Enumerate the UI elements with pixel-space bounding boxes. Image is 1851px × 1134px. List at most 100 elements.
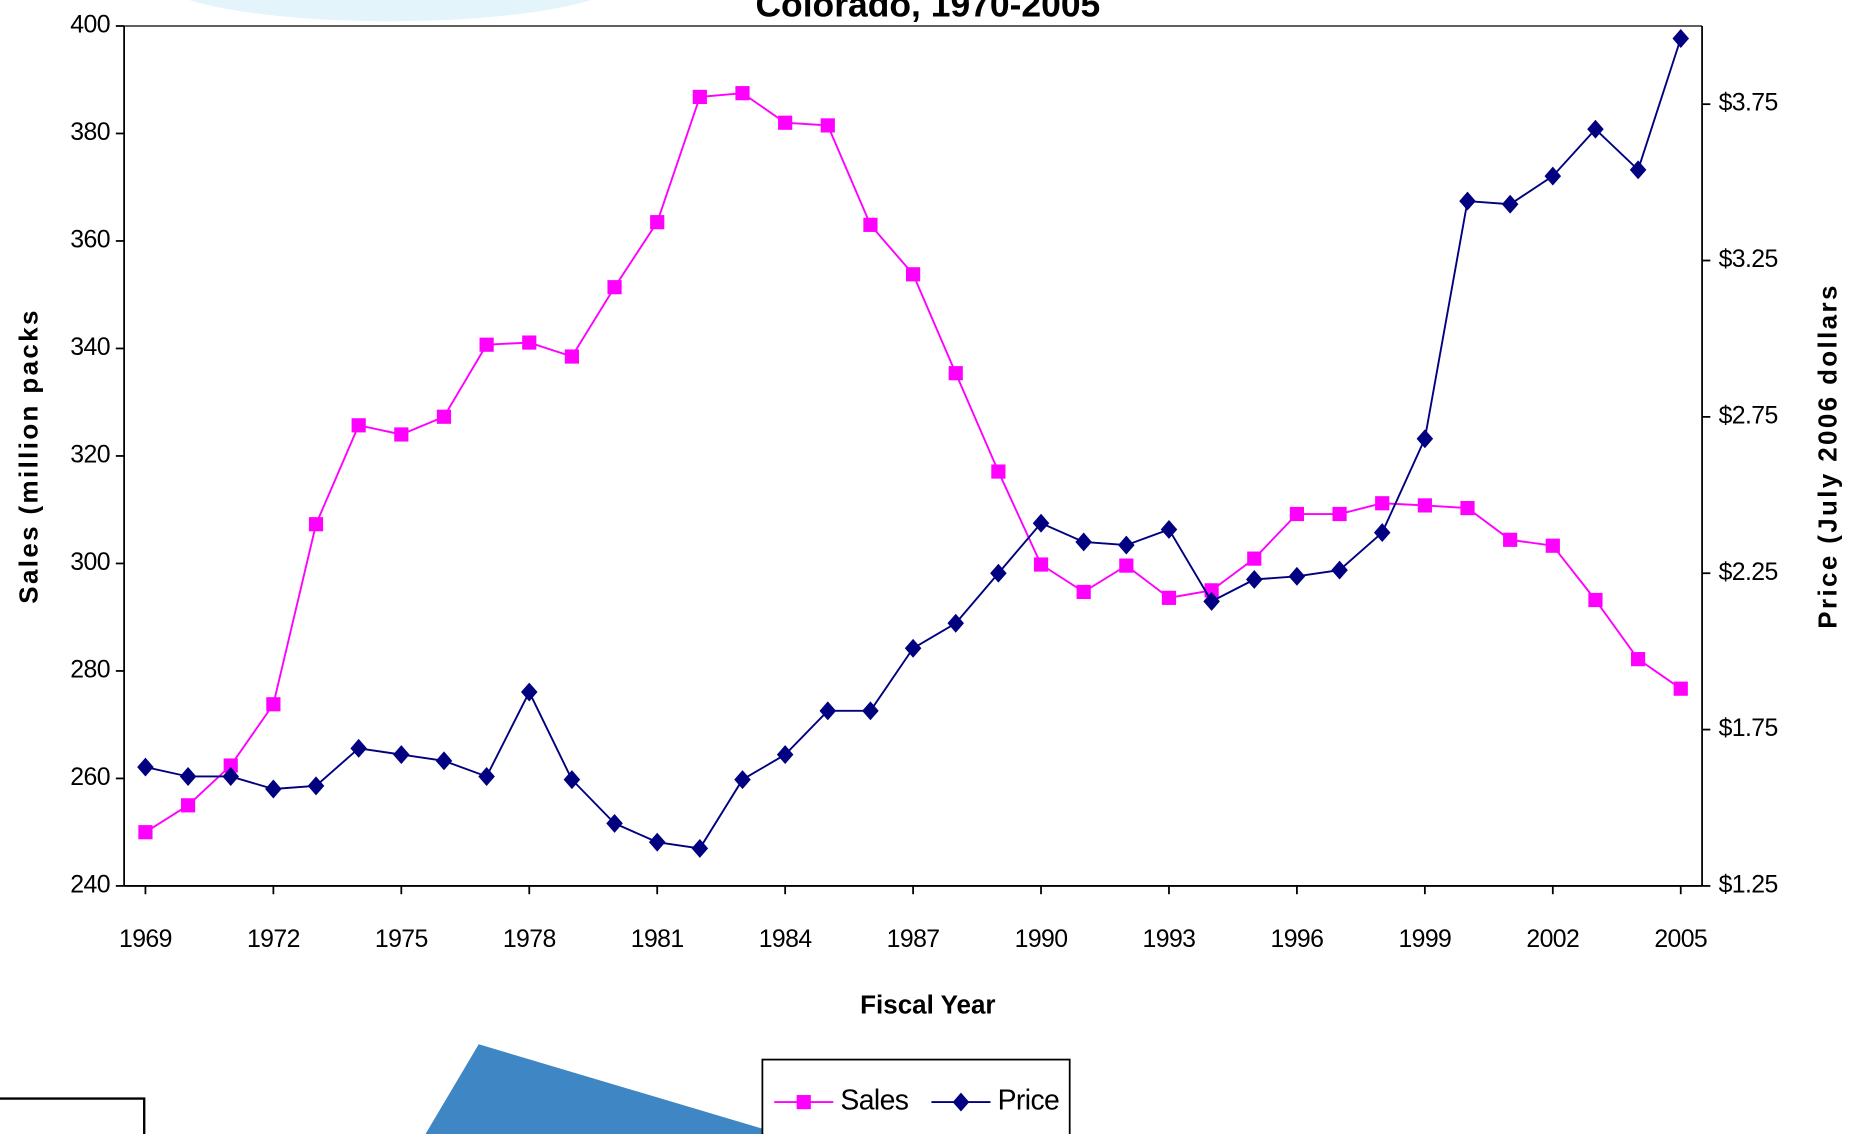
marker bbox=[1501, 194, 1519, 214]
marker bbox=[223, 758, 238, 773]
y-tick-label: 320 bbox=[70, 442, 110, 469]
x-tick-label: 1972 bbox=[247, 926, 300, 953]
marker bbox=[820, 118, 835, 133]
marker bbox=[1545, 538, 1560, 553]
y2-axis-title: Price (July 2006 dollars bbox=[1813, 283, 1843, 628]
marker bbox=[179, 767, 197, 786]
marker bbox=[522, 335, 537, 350]
marker bbox=[1375, 496, 1390, 511]
marker bbox=[692, 89, 707, 105]
y-tick-label: 400 bbox=[70, 12, 110, 39]
y-tick-label: 240 bbox=[70, 871, 110, 898]
marker bbox=[991, 464, 1006, 479]
marker bbox=[435, 751, 453, 771]
marker bbox=[735, 86, 750, 101]
marker bbox=[1332, 506, 1347, 522]
marker bbox=[904, 638, 922, 658]
marker bbox=[1289, 506, 1305, 522]
marker bbox=[1033, 557, 1049, 572]
marker bbox=[776, 745, 794, 765]
y-tick-label: 300 bbox=[70, 549, 110, 576]
marker bbox=[1076, 584, 1091, 600]
marker bbox=[436, 409, 452, 424]
marker bbox=[1587, 119, 1604, 139]
y2-tick-label: $2.25 bbox=[1719, 559, 1778, 586]
y-tick-label: 340 bbox=[70, 334, 110, 361]
marker bbox=[691, 838, 709, 858]
marker bbox=[266, 697, 281, 712]
y2-tick-label: $3.75 bbox=[1719, 90, 1778, 117]
y2-tick-label: $1.75 bbox=[1719, 715, 1778, 742]
marker bbox=[905, 267, 921, 282]
legend-label: Price bbox=[998, 1085, 1060, 1117]
marker bbox=[648, 832, 666, 852]
marker bbox=[520, 682, 538, 702]
marker bbox=[778, 115, 793, 130]
marker bbox=[1503, 532, 1518, 547]
marker bbox=[1588, 592, 1603, 608]
marker bbox=[1629, 160, 1647, 180]
marker bbox=[863, 217, 878, 232]
x-tick-label: 1987 bbox=[887, 926, 940, 953]
x-tick-label: 1978 bbox=[503, 926, 556, 953]
marker bbox=[350, 738, 367, 758]
y-axis-title: Sales (million packs bbox=[14, 308, 44, 604]
x-tick-label: 1999 bbox=[1398, 926, 1451, 953]
marker bbox=[1631, 652, 1646, 667]
series-line bbox=[145, 38, 1682, 850]
marker bbox=[734, 770, 751, 790]
marker bbox=[1119, 558, 1134, 573]
marker bbox=[1288, 566, 1306, 586]
marker bbox=[479, 337, 494, 352]
marker bbox=[862, 701, 879, 721]
marker bbox=[819, 701, 837, 721]
marker bbox=[650, 215, 665, 230]
marker bbox=[1416, 429, 1434, 449]
x-tick-label: 1975 bbox=[375, 926, 428, 953]
decoration bbox=[0, 1097, 146, 1134]
y-tick-label: 380 bbox=[70, 119, 110, 146]
marker bbox=[1032, 513, 1050, 533]
marker bbox=[138, 825, 153, 840]
marker bbox=[1460, 501, 1475, 516]
marker bbox=[180, 798, 196, 813]
marker bbox=[990, 563, 1007, 583]
marker bbox=[1160, 519, 1178, 539]
decoration bbox=[425, 1044, 781, 1134]
marker bbox=[947, 613, 965, 633]
marker bbox=[1075, 532, 1092, 552]
y2-tick-label: $2.75 bbox=[1719, 402, 1778, 429]
marker bbox=[308, 517, 324, 532]
legend-marker bbox=[796, 1095, 811, 1110]
marker bbox=[1245, 570, 1263, 589]
y2-tick-label: $3.25 bbox=[1719, 246, 1778, 273]
x-tick-label: 2002 bbox=[1526, 926, 1579, 953]
decoration bbox=[189, 0, 592, 22]
marker bbox=[1417, 498, 1432, 513]
marker bbox=[1373, 523, 1391, 543]
marker bbox=[393, 745, 410, 765]
marker bbox=[948, 366, 963, 381]
x-tick-label: 1969 bbox=[119, 926, 172, 953]
x-tick-label: 1996 bbox=[1271, 926, 1324, 953]
marker bbox=[1203, 591, 1220, 611]
marker bbox=[607, 280, 622, 295]
legend-label: Sales bbox=[840, 1085, 908, 1117]
x-tick-label: 1984 bbox=[759, 926, 813, 953]
marker bbox=[478, 767, 495, 786]
series-line bbox=[144, 92, 1682, 833]
marker bbox=[1247, 551, 1262, 566]
legend bbox=[761, 1058, 1071, 1134]
marker bbox=[1459, 191, 1476, 211]
marker bbox=[1161, 590, 1177, 605]
marker bbox=[1673, 681, 1688, 696]
x-axis-title: Fiscal Year bbox=[860, 989, 995, 1019]
y-tick-label: 280 bbox=[70, 657, 110, 684]
marker bbox=[394, 427, 409, 442]
x-tick-label: 1981 bbox=[631, 926, 684, 953]
marker bbox=[351, 418, 366, 433]
marker bbox=[137, 757, 154, 777]
x-tick-label: 1993 bbox=[1143, 926, 1196, 953]
marker bbox=[265, 779, 282, 799]
